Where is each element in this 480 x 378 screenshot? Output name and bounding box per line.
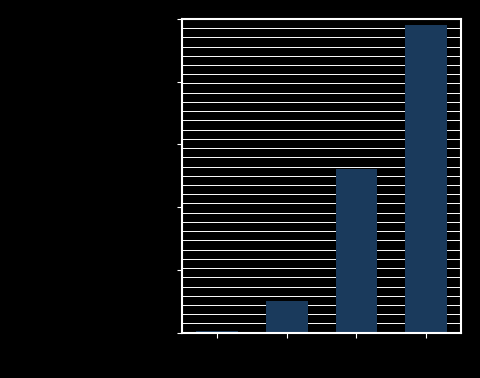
Bar	[336, 169, 377, 333]
Bar	[266, 301, 308, 333]
Bar	[405, 25, 447, 333]
Bar	[196, 331, 238, 333]
